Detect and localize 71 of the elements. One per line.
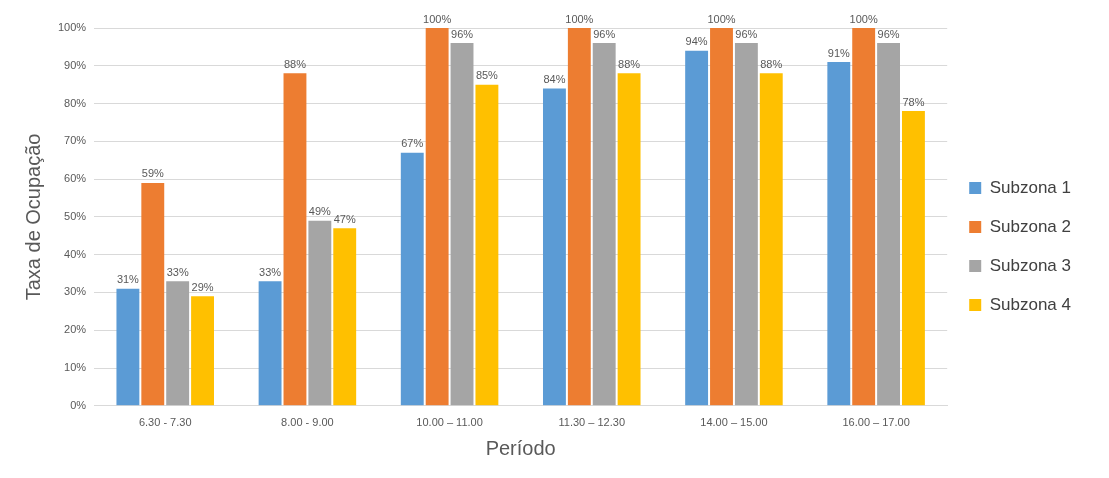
bar (617, 73, 641, 406)
y-tick-label: 80% (64, 96, 87, 109)
y-tick-label: 100% (57, 21, 87, 34)
bar (827, 62, 851, 406)
x-tick-label: 8.00 - 9.00 (281, 416, 334, 429)
y-tick-label: 10% (64, 361, 87, 374)
bar (258, 281, 282, 406)
legend-label: Subzona 4 (989, 294, 1072, 314)
data-label: 88% (618, 57, 641, 70)
data-label: 78% (902, 95, 925, 108)
x-axis-title: Período (485, 436, 556, 459)
bar (759, 73, 783, 406)
bar (902, 111, 925, 406)
bar (191, 296, 214, 406)
bar (116, 288, 140, 406)
legend-label: Subzona 2 (989, 216, 1072, 236)
bar (567, 28, 591, 406)
data-label: 88% (760, 57, 783, 70)
data-label: 100% (423, 12, 452, 25)
bar (877, 43, 901, 406)
data-label: 100% (849, 12, 878, 25)
y-tick-label: 50% (64, 209, 87, 222)
bar (166, 281, 190, 406)
bar (685, 50, 709, 406)
x-tick-label: 14.00 – 15.00 (700, 416, 768, 429)
bar (283, 73, 307, 406)
data-label: 96% (451, 27, 474, 40)
bar (333, 228, 357, 406)
data-label: 91% (827, 46, 851, 59)
data-label: 96% (593, 27, 616, 40)
bar (308, 220, 332, 406)
bar (710, 28, 733, 406)
data-label: 47% (333, 212, 356, 225)
data-label: 33% (166, 265, 189, 278)
bar (542, 88, 566, 406)
y-tick-label: 70% (64, 134, 87, 147)
data-label: 85% (475, 69, 499, 82)
data-label: 96% (735, 27, 758, 40)
data-label: 59% (141, 167, 164, 180)
x-tick-label: 6.30 - 7.30 (138, 416, 192, 429)
y-tick-label: 30% (64, 285, 87, 298)
legend-label: Subzona 3 (989, 255, 1072, 275)
y-tick-label: 0% (70, 398, 87, 411)
y-tick-label: 60% (64, 172, 87, 185)
bar (450, 43, 474, 406)
bar (141, 182, 165, 406)
bar (400, 152, 424, 406)
data-label: 94% (685, 35, 708, 48)
bar (475, 84, 499, 406)
data-label: 84% (543, 72, 566, 85)
bar (425, 28, 449, 406)
y-tick-label: 20% (64, 323, 87, 336)
data-label: 67% (401, 137, 424, 150)
bar (592, 43, 616, 406)
data-label: 33% (259, 265, 282, 278)
y-axis-title: Taxa de Ocupação (21, 133, 44, 301)
data-label: 88% (283, 57, 307, 70)
data-label: 100% (707, 12, 736, 25)
data-label: 49% (308, 205, 332, 218)
bar (734, 43, 758, 406)
x-tick-label: 16.00 – 17.00 (842, 416, 910, 429)
data-label: 31% (116, 273, 140, 286)
legend-label: Subzona 1 (989, 177, 1072, 197)
data-label: 96% (877, 27, 900, 40)
bar (852, 28, 876, 406)
y-tick-label: 40% (64, 247, 87, 260)
x-tick-label: 11.30 – 12.30 (558, 416, 625, 429)
data-label: 100% (565, 12, 594, 25)
x-tick-label: 10.00 – 11.00 (416, 416, 483, 429)
data-label: 29% (191, 280, 214, 293)
y-tick-label: 90% (64, 58, 87, 71)
